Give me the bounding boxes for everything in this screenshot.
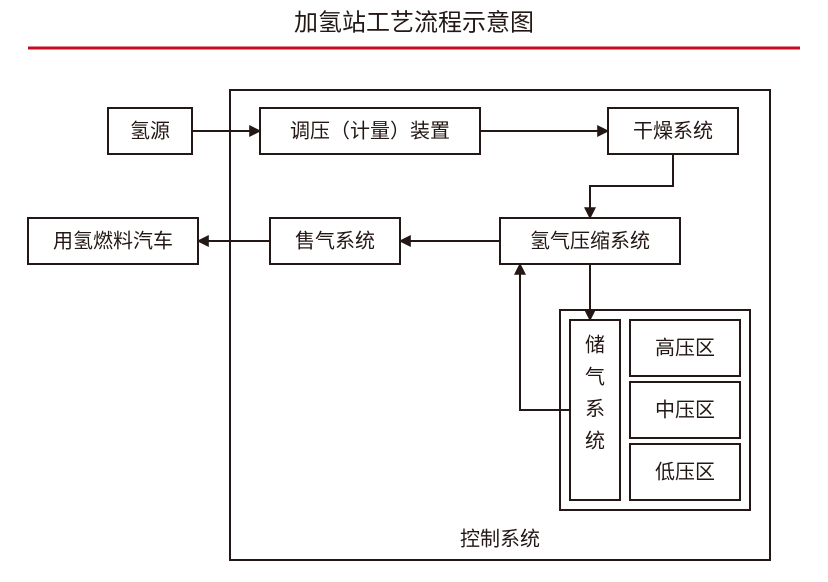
storage-system-label-char: 气 xyxy=(585,365,605,388)
drying-system-label: 干燥系统 xyxy=(633,119,713,142)
storage-mid-pressure-label: 中压区 xyxy=(655,398,715,421)
storage-system-label-char: 统 xyxy=(585,429,605,452)
sales-system-label: 售气系统 xyxy=(295,229,375,252)
storage-low-pressure-label: 低压区 xyxy=(655,460,715,483)
pressure-regulator-label: 调压（计量）装置 xyxy=(290,119,450,142)
diagram-canvas: 加氢站工艺流程示意图控制系统 氢源 调压（计量）装置 干燥系统氢气压缩系统 售气系统 用氢… xyxy=(0,0,828,582)
storage-system-label-char: 系 xyxy=(585,397,605,420)
fuel-vehicle-label: 用氢燃料汽车 xyxy=(53,229,173,252)
storage-system-label-char: 储 xyxy=(585,333,605,356)
hydrogen-source-label: 氢源 xyxy=(130,119,170,142)
compression-system-label: 氢气压缩系统 xyxy=(530,229,650,252)
control-system-label: 控制系统 xyxy=(460,527,540,550)
storage-high-pressure-label: 高压区 xyxy=(655,336,715,359)
diagram-title: 加氢站工艺流程示意图 xyxy=(294,9,534,36)
